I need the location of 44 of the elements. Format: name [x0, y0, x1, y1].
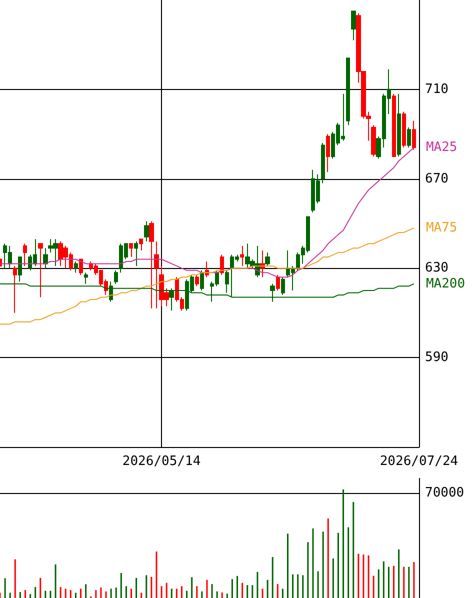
candlestick	[144, 220, 149, 242]
candlestick	[402, 111, 406, 148]
candlestick	[79, 258, 83, 276]
candlestick	[276, 274, 280, 292]
candlestick	[392, 93, 396, 157]
candlestick	[351, 10, 356, 41]
series-label: MA25	[426, 140, 458, 156]
candlestick	[200, 270, 204, 292]
x-tick-label: 2026/07/24	[380, 454, 458, 469]
x-tick-label: 2026/05/14	[122, 454, 201, 469]
candlestick	[321, 142, 325, 184]
candlestick	[139, 238, 143, 251]
candlestick	[114, 270, 118, 284]
candlestick	[18, 256, 22, 282]
candlestick	[397, 93, 401, 157]
candlestick	[371, 124, 376, 157]
candlestick	[220, 254, 224, 276]
candlestick	[129, 243, 133, 258]
candlestick	[260, 250, 265, 278]
candlestick	[13, 265, 17, 314]
candlestick	[412, 120, 416, 150]
candlestick	[326, 134, 330, 173]
candlestick	[281, 276, 285, 296]
candlestick	[265, 252, 270, 266]
line-series	[0, 227, 414, 325]
candlestick	[346, 58, 350, 126]
candlestick	[74, 260, 78, 274]
series-label: MA75	[426, 220, 458, 236]
candlestick	[149, 220, 154, 309]
candlestick	[154, 240, 159, 309]
y-tick-label: 710	[425, 82, 448, 97]
candlestick	[134, 240, 138, 266]
candlestick	[240, 245, 244, 266]
candlestick	[43, 248, 48, 269]
candlestick	[23, 243, 27, 266]
candlestick	[407, 126, 411, 148]
y-tick-label: 630	[425, 260, 448, 276]
candlestick	[38, 243, 43, 298]
y-tick-label: 70000	[425, 486, 464, 500]
candlestick	[195, 274, 199, 287]
y-tick-label: 590	[425, 350, 448, 366]
y-tick-label: 670	[425, 171, 448, 186]
line-series	[0, 147, 414, 278]
series-label: MA200	[426, 276, 466, 292]
